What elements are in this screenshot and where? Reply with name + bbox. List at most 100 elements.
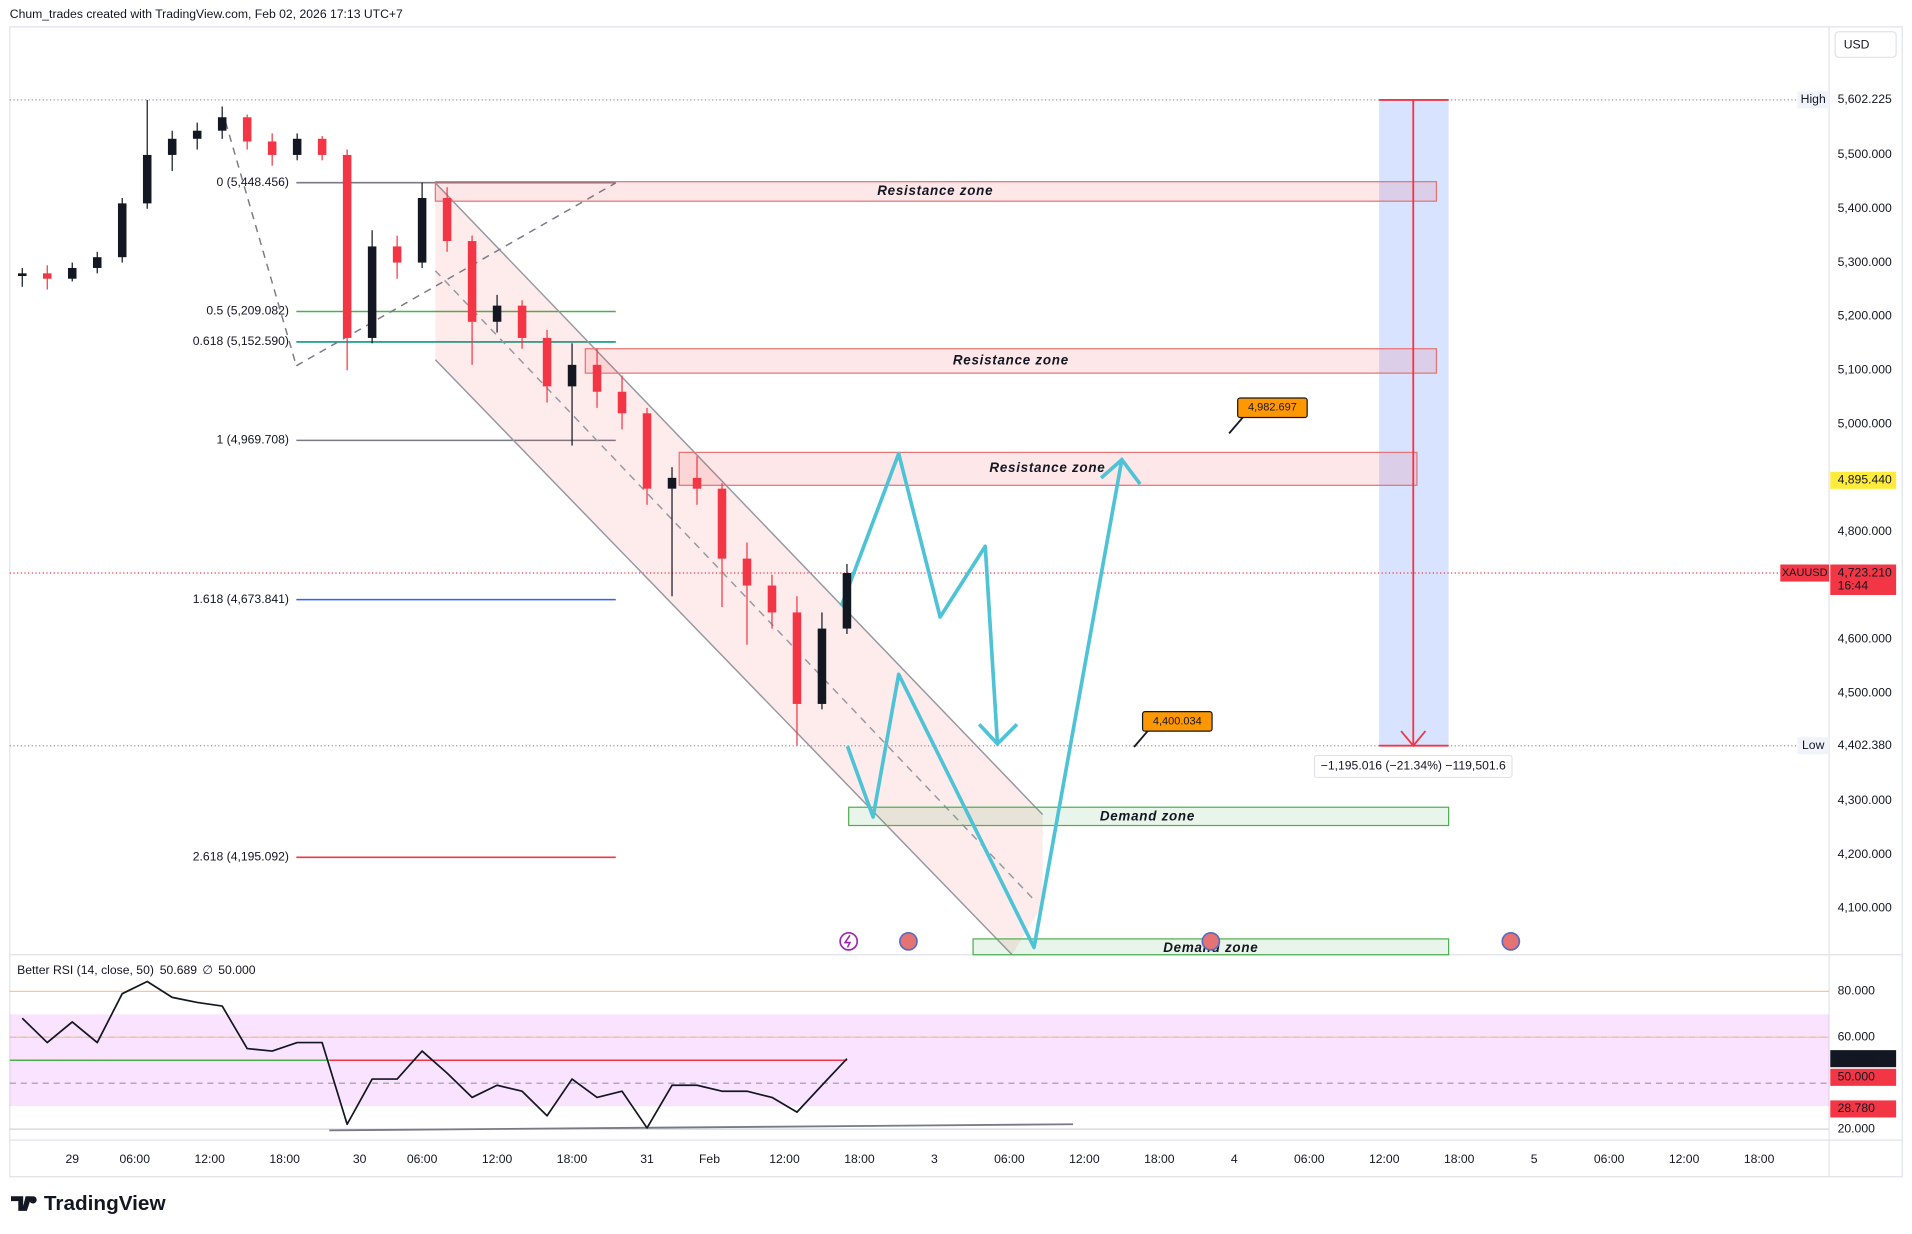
divergence-line [329,1123,1074,1132]
candle-body [467,241,477,322]
x-tick-label: 5 [1531,1152,1538,1166]
resistance-zone [584,348,1438,374]
x-tick-label: 3 [931,1152,938,1166]
extreme-label-bg [1797,737,1830,755]
callout-box [1237,397,1308,419]
drawings: Resistance zone Resistance zone Resistan… [224,121,1521,1132]
y-tick-label: 4,100.000 [1838,901,1892,915]
rsi-ma-tag [1830,1068,1897,1086]
x-tick-label: 12:00 [1669,1152,1700,1166]
candle-body [42,273,52,279]
x-tick-label: 18:00 [557,1152,588,1166]
last-price-tag [1830,564,1897,595]
rsi-tick-label: 80.000 [1838,984,1875,998]
candle-body [642,413,652,489]
x-tick-label: 12:00 [482,1152,513,1166]
price-line-label: 4,895.440 [1838,473,1892,487]
candle-body [342,154,352,338]
candle-body [792,612,802,704]
marks-layer: −1,195.016 (−21.34%) −119,501.6 4,982.697… [9,98,1513,1129]
header: Chum_trades created with TradingView.com… [10,7,403,21]
x-tick-label: 18:00 [1144,1152,1175,1166]
fib-trend [224,121,298,367]
candle-body [592,364,602,392]
channel-line [434,182,1044,816]
front-layer: 5,500.000 5,400.000 5,300.000 5,200.000 5,10… [17,91,1897,1166]
footer-brand: TradingView [44,1192,167,1215]
rsi-legend-ma: 50.000 [218,963,255,977]
candle-body [267,141,277,155]
y-tick-label: 5,400.000 [1838,201,1892,215]
callout-pointer [1133,729,1150,748]
y-tick-label: 5,200.000 [1838,309,1892,323]
candle-body [842,573,852,629]
fib-label: 2.618 (4,195.092) [193,850,289,864]
rsi-ma-tag-label: 50.000 [1838,1070,1875,1084]
x-tick-label: 18:00 [269,1152,300,1166]
y-tick-label: 4,600.000 [1838,632,1892,646]
x-tick-label: 18:00 [1744,1152,1775,1166]
y-tick-label: 4,200.000 [1838,847,1892,861]
candle-body [292,138,302,155]
event-icons [839,931,1521,951]
candle-body [567,364,577,387]
candle-body [217,117,227,131]
zone-label: Demand zone [1100,809,1195,824]
candle-body [742,558,752,586]
candle-body [117,203,127,258]
y-tick-label: 4,300.000 [1838,793,1892,807]
projection-arrowhead [1099,457,1142,486]
measure-label: −1,195.016 (−21.34%) −119,501.6 [1321,759,1506,773]
callout-pointer [1228,415,1245,434]
chart-frame [9,26,1903,1178]
zone-label: Resistance zone [877,183,993,198]
candle-body [442,197,452,242]
price-line-tag [1830,471,1897,489]
event-icon[interactable] [839,931,859,951]
projection-arrowhead [977,723,1019,747]
fib-label: 0.5 (5,209.082) [206,304,289,318]
fib-label: 0.618 (5,152.590) [193,334,289,348]
currency-button[interactable] [1834,31,1897,58]
x-tick-label: 06:00 [1594,1152,1625,1166]
measure-arrowhead [1400,730,1427,748]
event-glyph [843,934,852,948]
x-tick-label: 29 [65,1152,79,1166]
candle-body [417,197,427,263]
symbol-tag [1780,564,1830,582]
channel-midline [434,270,1038,903]
y-tick-label: 4,500.000 [1838,685,1892,699]
extreme-label-bg [1797,91,1830,109]
projection-path [839,451,1000,744]
candle-body [192,130,202,139]
rsi-line [21,980,848,1129]
candle-body [692,477,702,489]
y-tick-label: 5,500.000 [1838,147,1892,161]
channel-line [434,359,1013,956]
x-tick-label: 18:00 [844,1152,875,1166]
y-tick-label: 5,300.000 [1838,255,1892,269]
rsi-legend-value: 50.689 [160,963,197,977]
resistance-zone [678,451,1418,486]
y-tick-label: 5,000.000 [1838,416,1892,430]
extreme-value: 4,402.380 [1838,738,1892,752]
event-icon[interactable] [899,931,918,951]
rsi-value-tag [1830,1050,1897,1068]
event-icon[interactable] [1501,931,1521,951]
candle-body [817,628,827,704]
last-price-label: 4,723.210 [1838,565,1892,579]
x-tick-label: Feb [699,1152,720,1166]
event-icon[interactable] [1201,931,1221,951]
fib-label: 0 (5,448.456) [216,175,289,189]
resistance-zone [434,181,1438,202]
x-tick-label: 12:00 [194,1152,225,1166]
candle-body [617,391,627,414]
countdown: 16:44 [1838,579,1869,593]
extreme-label: High [1801,92,1826,106]
back-layer: 0 (5,448.456) 0.5 (5,209.082) 0.618 (5,152… [9,99,1830,1130]
channel-fill [435,182,1043,955]
candle-body [17,273,27,277]
rsi-tick-label: 20.000 [1838,1121,1875,1135]
